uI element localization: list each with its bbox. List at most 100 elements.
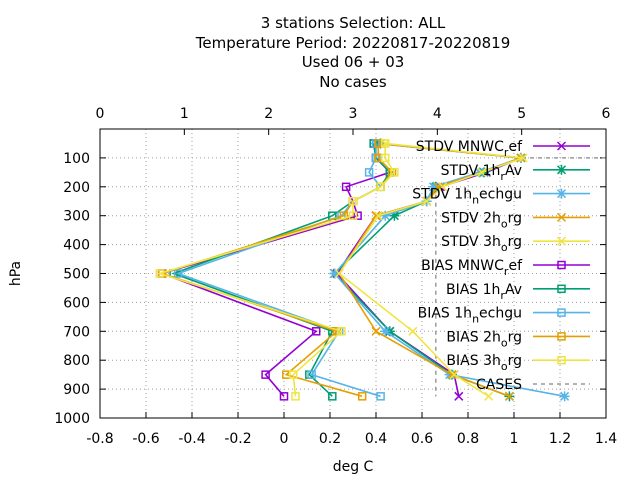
legend-label: BIAS 3horg [446, 353, 522, 373]
series-line [157, 143, 396, 397]
x-tick-label: -0.2 [224, 431, 251, 447]
legend-entry: BIAS 2horg [446, 329, 590, 349]
series-line [175, 143, 382, 398]
data-point-marker [477, 167, 487, 177]
legend: STDV MNWCref STDV 1hrAv STDV 1hnechgu STDV … [412, 139, 590, 393]
data-point-marker [371, 211, 381, 221]
y-tick-label: 700 [63, 324, 90, 340]
data-point-marker [557, 332, 566, 341]
data-point-marker [155, 269, 165, 278]
y-tick-label: 300 [63, 209, 90, 225]
data-point-marker [390, 168, 399, 177]
plot-frame [99, 128, 607, 419]
x-tick-label: -0.6 [132, 431, 159, 447]
series-7 [173, 139, 385, 401]
data-point-marker [389, 210, 400, 221]
data-point-marker [337, 327, 346, 336]
x-tick-label: 0.6 [411, 431, 433, 447]
legend-label: STDV 1hnechgu [412, 187, 522, 207]
legend-label: BIAS 1hrAv [446, 282, 522, 302]
y-tick-label: 600 [63, 295, 90, 311]
legend-label: STDV 1hrAv [441, 163, 522, 183]
x-tick-label: 0.8 [457, 431, 479, 447]
data-point-marker [556, 188, 567, 199]
series-line [338, 142, 524, 398]
series-9 [155, 139, 399, 401]
data-point-marker [559, 391, 570, 402]
y-axis-label: hPa [8, 261, 24, 286]
data-point-marker [380, 153, 390, 163]
x-axis-label: deg C [333, 459, 374, 475]
data-point-marker [291, 392, 300, 401]
data-point-marker [376, 182, 385, 192]
data-point-marker [518, 153, 528, 163]
data-point-marker [557, 260, 566, 270]
data-point-marker [311, 327, 321, 336]
x-tick-label: 0.4 [365, 431, 387, 447]
x-tick-label: 1.4 [595, 431, 617, 447]
data-point-marker [454, 391, 464, 401]
data-point-marker [348, 197, 358, 206]
data-point-marker [504, 391, 514, 401]
data-point-marker [364, 168, 374, 177]
x2-tick-label: 0 [96, 106, 105, 122]
data-point-marker [557, 284, 566, 294]
legend-entry: BIAS 1hrAv [446, 282, 590, 302]
data-point-marker [279, 392, 289, 401]
data-point-marker [557, 355, 566, 365]
x-tick-label: -0.8 [86, 431, 113, 447]
legend-label: STDV 3horg [441, 234, 522, 254]
data-point-marker [376, 392, 385, 401]
data-point-marker [353, 211, 362, 220]
data-point-marker [428, 181, 439, 192]
y-tick-label: 800 [63, 353, 90, 369]
legend-entry: STDV 1hnechgu [412, 187, 590, 207]
y-tick-label: 900 [63, 382, 90, 398]
data-point-marker [373, 211, 383, 221]
legend-entry: BIAS 1hnechgu [418, 306, 590, 326]
data-point-marker [380, 326, 391, 337]
title-line-3: Used 06 + 03 [301, 53, 405, 71]
series-line [159, 143, 392, 397]
data-point-marker [357, 392, 367, 401]
data-point-marker [371, 326, 381, 336]
data-point-marker [328, 392, 337, 401]
data-point-marker [348, 211, 358, 220]
y-tick-label: 100 [63, 151, 90, 167]
legend-label: BIAS 2horg [446, 329, 522, 349]
title-line-1: 3 stations Selection: ALL [260, 14, 446, 32]
data-point-marker [422, 196, 432, 206]
data-point-marker [341, 182, 351, 192]
x2-tick-label: 3 [349, 106, 358, 122]
series-8 [157, 139, 397, 401]
data-point-marker [438, 182, 448, 192]
x2-tick-label: 2 [264, 106, 273, 122]
x-tick-label: -0.4 [178, 431, 205, 447]
legend-entry: STDV 3horg [441, 234, 590, 254]
data-point-marker [449, 370, 459, 380]
x-tick-label: 0 [280, 431, 289, 447]
legend-label: STDV MNWCref [416, 139, 523, 159]
y-tick-label: 1000 [54, 411, 90, 427]
x-tick-label: 1 [510, 431, 519, 447]
x2-tick-label: 6 [602, 106, 611, 122]
series-cases [435, 157, 606, 397]
series-line [171, 143, 391, 397]
legend-label: STDV 2horg [441, 210, 522, 230]
data-point-marker [444, 369, 455, 380]
title-line-2: Temperature Period: 20220817-20220819 [195, 33, 511, 52]
series-line [159, 143, 394, 398]
data-point-marker [288, 370, 298, 379]
legend-entry: STDV 2horg [441, 210, 590, 230]
series-5 [157, 139, 395, 401]
y-tick-label: 500 [63, 267, 90, 283]
x-tick-label: 0.2 [319, 431, 341, 447]
legend-label: CASES [476, 377, 522, 393]
legend-entry: CASES [476, 377, 590, 393]
legend-entry: BIAS MNWCref [421, 258, 590, 278]
legend-label: BIAS MNWCref [421, 258, 523, 278]
legend-entry: BIAS 3horg [446, 353, 590, 373]
x2-tick-label: 1 [180, 106, 189, 122]
y-tick-label: 400 [63, 238, 90, 254]
